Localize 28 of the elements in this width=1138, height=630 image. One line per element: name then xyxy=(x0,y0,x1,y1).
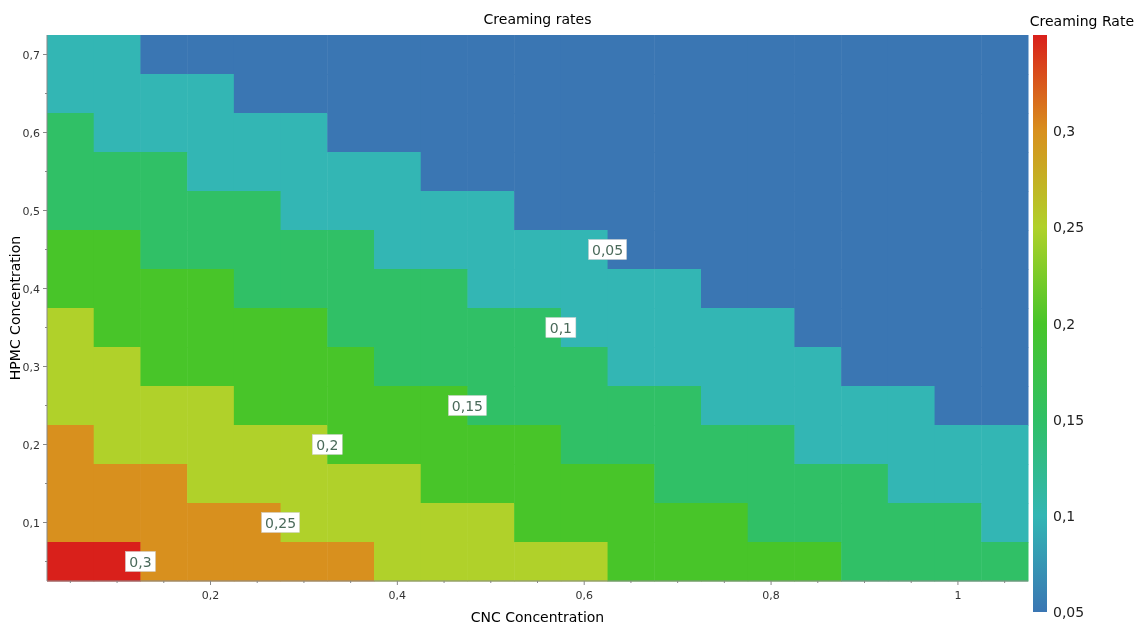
annotation: 0,1 xyxy=(549,319,572,336)
x-tick-label: 0,2 xyxy=(201,589,220,602)
color-bar-label: 0,1 xyxy=(1053,507,1076,524)
y-tick-label: 0,1 xyxy=(22,516,40,530)
y-tick-label: 0,3 xyxy=(22,360,40,374)
x-tick-label: 0,6 xyxy=(575,589,593,602)
color-bar-label: 0,15 xyxy=(1053,411,1085,428)
annotation: 0,25 xyxy=(264,514,297,531)
x-tick-label: 1 xyxy=(954,589,962,602)
x-tick-label: 0,8 xyxy=(762,589,780,602)
annotation: 0,2 xyxy=(316,436,339,453)
color-bar-title: Creaming Rate xyxy=(1029,13,1134,29)
y-tick-label: 0,4 xyxy=(22,282,40,296)
y-axis-title: HPMC Concentration xyxy=(7,235,23,381)
y-tick-label: 0,5 xyxy=(22,204,40,218)
color-bar-label: 0,25 xyxy=(1053,219,1085,236)
y-tick-label: 0,7 xyxy=(22,48,40,62)
x-axis-title: CNC Concentration xyxy=(470,609,605,625)
color-bar-label: 0,3 xyxy=(1053,123,1076,140)
y-tick-label: 0,6 xyxy=(22,126,40,140)
x-tick-label: 0,4 xyxy=(388,589,407,602)
color-bar-label: 0,2 xyxy=(1053,315,1076,332)
y-tick-label: 0,2 xyxy=(22,438,40,452)
annotation: 0,15 xyxy=(451,397,484,414)
color-bar-label: 0,05 xyxy=(1053,604,1085,620)
annotation: 0,05 xyxy=(591,241,624,258)
chart-title: Creaming rates xyxy=(483,11,592,27)
annotation: 0,3 xyxy=(129,553,152,570)
